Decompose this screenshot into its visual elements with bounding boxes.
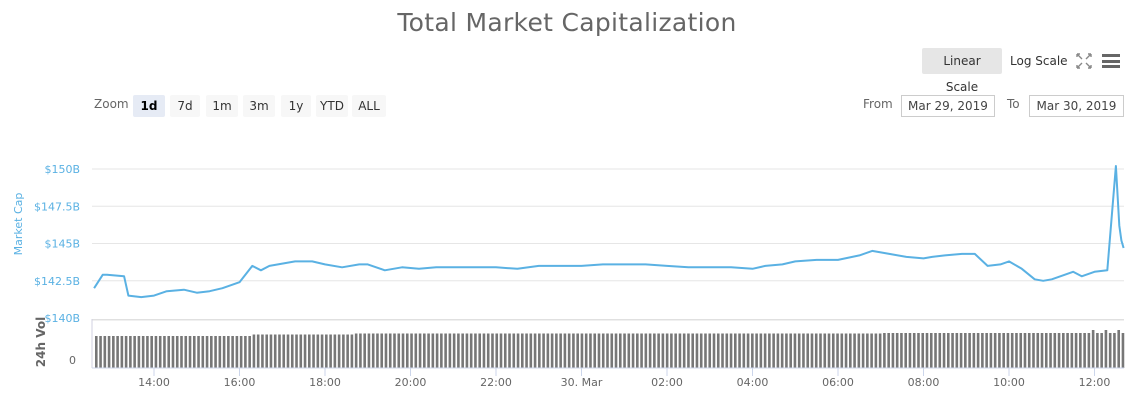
x-tick-label: 02:00 [651,376,683,389]
fullscreen-icon[interactable] [1076,53,1092,69]
y-tick-label: $145B [44,238,80,251]
x-axis-labels: 14:00 16:00 18:00 20:00 22:00 30. Mar 02:00 04:… [138,368,1110,389]
from-date-input[interactable]: Mar 29, 2019 [901,95,995,117]
x-tick-label: 10:00 [993,376,1025,389]
x-tick-label: 30. Mar [561,376,603,389]
range-3m-button[interactable]: 3m [243,95,275,117]
volume-zero-label: 0 [69,354,76,367]
range-1d-button[interactable]: 1d [133,95,165,117]
x-tick-label: 20:00 [395,376,427,389]
x-tick-label: 04:00 [737,376,769,389]
x-tick-label: 18:00 [309,376,341,389]
range-ytd-button[interactable]: YTD [316,95,348,117]
y-axis-labels: $140B $142.5B $145B $147.5B $150B [34,163,80,325]
to-date-input[interactable]: Mar 30, 2019 [1029,95,1124,117]
y-tick-label: $147.5B [34,200,80,213]
range-7d-button[interactable]: 7d [170,95,200,117]
x-tick-label: 22:00 [480,376,512,389]
y-tick-label: $150B [44,163,80,176]
log-scale-button[interactable]: Log Scale [1010,54,1068,68]
from-label: From [863,97,893,111]
chart-title: Total Market Capitalization [397,8,737,37]
linear-scale-button[interactable]: Linear Scale [922,48,1002,94]
x-tick-label: 06:00 [822,376,854,389]
x-tick-label: 16:00 [224,376,256,389]
grid-lines [92,168,1124,282]
range-all-button[interactable]: ALL [352,95,386,117]
range-1m-button[interactable]: 1m [206,95,238,117]
volume-axis-title: 24h Vol [34,317,48,367]
volume-bars [95,330,1125,368]
y-axis-title: Market Cap [12,193,25,256]
volume-pane-border [92,319,1124,321]
market-cap-line [93,165,1125,299]
x-tick-label: 12:00 [1079,376,1111,389]
zoom-label: Zoom [94,97,129,111]
x-tick-label: 08:00 [908,376,940,389]
hamburger-menu-icon[interactable] [1102,54,1120,68]
to-label: To [1007,97,1020,111]
y-tick-label: $140B [44,312,80,325]
range-1y-button[interactable]: 1y [281,95,311,117]
y-tick-label: $142.5B [34,275,80,288]
x-tick-label: 14:00 [138,376,170,389]
